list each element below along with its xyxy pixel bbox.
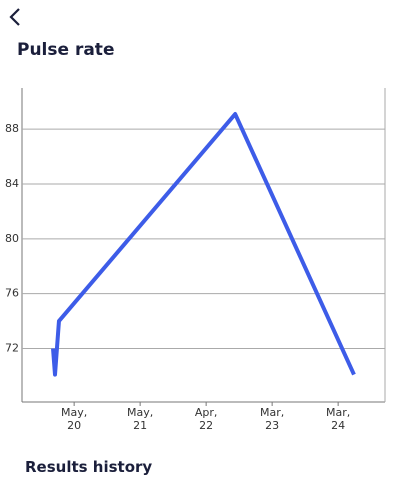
x-tick-label: May, 21 <box>127 406 154 432</box>
x-tick-label: Apr, 22 <box>194 406 218 432</box>
data-line <box>51 112 356 377</box>
x-tick-label: Mar, 23 <box>259 406 285 432</box>
x-tick-label: May, 20 <box>61 406 88 432</box>
x-tick-label: Mar, 24 <box>325 406 351 432</box>
y-tick-label: 80 <box>5 232 19 245</box>
section-title: Results history <box>25 458 153 476</box>
back-button[interactable] <box>9 8 20 26</box>
y-tick-label: 88 <box>5 122 19 135</box>
y-tick-label: 76 <box>5 287 19 300</box>
y-tick-label: 84 <box>5 177 19 190</box>
y-tick-label: 72 <box>5 342 19 355</box>
page-title: Pulse rate <box>17 40 115 60</box>
